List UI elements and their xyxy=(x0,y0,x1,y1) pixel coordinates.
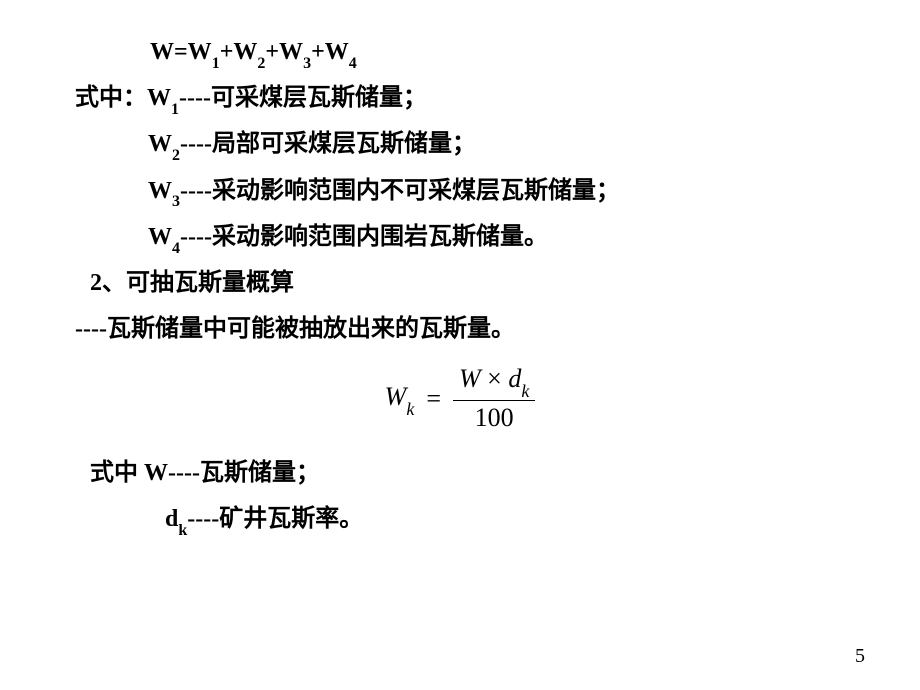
formula-p3: +W xyxy=(311,39,349,65)
def3-dash: ---- xyxy=(180,178,212,204)
frac-lhs-sym: W xyxy=(385,382,407,411)
def3-sym: W xyxy=(148,178,172,204)
def4-sub: 4 xyxy=(172,240,180,257)
formula-sub1: 1 xyxy=(212,55,220,72)
formula-main: W=W1+W2+W3+W4 xyxy=(150,30,860,76)
def-prefix: 式中： xyxy=(75,85,147,111)
where1-dash: ---- xyxy=(168,460,200,486)
def4-dash: ---- xyxy=(180,224,212,250)
formula-fraction: Wk = W × dk 100 xyxy=(60,364,860,433)
def1-dash: ---- xyxy=(179,85,211,111)
formula-sub2: 2 xyxy=(257,55,265,72)
def4-sym: W xyxy=(148,224,172,250)
where-prefix: 式中 xyxy=(90,460,144,486)
formula-sub3: 3 xyxy=(303,55,311,72)
where1-text: 瓦斯储量； xyxy=(200,460,320,486)
def-line-2: W2----局部可采煤层瓦斯储量； xyxy=(148,122,860,168)
def-line-4: W4----采动影响范围内围岩瓦斯储量。 xyxy=(148,215,860,261)
where2-dash: ---- xyxy=(187,506,219,532)
def1-sub: 1 xyxy=(171,101,179,118)
def2-sub: 2 xyxy=(172,147,180,164)
def1-sym: W xyxy=(147,85,171,111)
def4-text: 采动影响范围内围岩瓦斯储量。 xyxy=(212,224,548,250)
formula-sub4: 4 xyxy=(349,55,357,72)
frac-num-d: d xyxy=(508,364,521,393)
frac-num-sub: k xyxy=(521,381,529,401)
where-line-2: dk----矿井瓦斯率。 xyxy=(165,497,860,543)
def-line-1: 式中：W1----可采煤层瓦斯储量； xyxy=(75,76,860,122)
section-2-title: 2、可抽瓦斯量概算 xyxy=(90,261,860,307)
formula-p2: +W xyxy=(265,39,303,65)
section-2-desc: ----瓦斯储量中可能被抽放出来的瓦斯量。 xyxy=(75,307,860,353)
def2-sym: W xyxy=(148,131,172,157)
where-line-1: 式中 W----瓦斯储量； xyxy=(90,451,860,497)
def2-dash: ---- xyxy=(180,131,212,157)
where1-sym: W xyxy=(144,460,168,486)
formula-p1: +W xyxy=(220,39,258,65)
def2-text: 局部可采煤层瓦斯储量； xyxy=(212,131,476,157)
def3-text: 采动影响范围内不可采煤层瓦斯储量； xyxy=(212,178,620,204)
frac-den: 100 xyxy=(453,400,535,433)
where2-sub: k xyxy=(178,522,187,539)
def3-sub: 3 xyxy=(172,193,180,210)
frac-num-w: W xyxy=(459,364,481,393)
where2-sym: d xyxy=(165,506,178,532)
frac-num-times: × xyxy=(481,364,509,393)
page-number: 5 xyxy=(855,645,865,668)
frac-lhs-sub: k xyxy=(406,399,414,419)
formula-lhs: W=W xyxy=(150,39,212,65)
def1-text: 可采煤层瓦斯储量； xyxy=(211,85,427,111)
def-line-3: W3----采动影响范围内不可采煤层瓦斯储量； xyxy=(148,169,860,215)
frac-eq-sign: = xyxy=(426,384,441,414)
where2-text: 矿井瓦斯率。 xyxy=(219,506,363,532)
